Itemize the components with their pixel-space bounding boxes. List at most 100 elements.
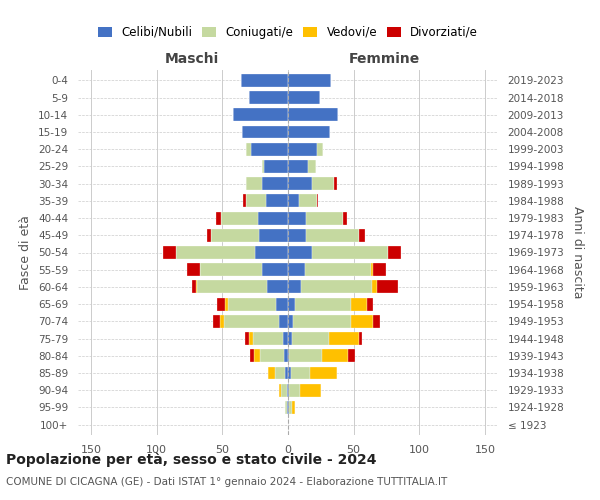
Bar <box>241 74 288 87</box>
Text: Popolazione per età, sesso e stato civile - 2024: Popolazione per età, sesso e stato civil… <box>6 452 377 467</box>
Bar <box>373 315 380 328</box>
Bar <box>289 401 292 414</box>
Bar <box>305 264 371 276</box>
Bar <box>292 332 329 345</box>
Bar <box>317 142 323 156</box>
Bar <box>290 366 310 380</box>
Bar <box>211 229 259 241</box>
Bar <box>301 280 372 293</box>
Bar <box>197 280 267 293</box>
Bar <box>308 160 316 173</box>
Bar <box>286 366 288 380</box>
Bar <box>259 229 288 241</box>
Bar <box>268 366 275 380</box>
Bar <box>163 246 176 259</box>
Bar <box>262 160 265 173</box>
Bar <box>288 177 311 190</box>
Bar <box>367 298 373 310</box>
Bar <box>334 177 337 190</box>
Bar <box>288 212 307 224</box>
Bar <box>288 229 307 241</box>
Bar <box>246 194 266 207</box>
Bar <box>288 315 293 328</box>
Bar <box>295 298 351 310</box>
Bar <box>196 280 197 293</box>
Bar <box>371 264 373 276</box>
Bar <box>288 160 308 173</box>
Text: Femmine: Femmine <box>349 52 420 66</box>
Bar <box>248 91 288 104</box>
Bar <box>262 177 288 190</box>
Bar <box>192 280 196 293</box>
Bar <box>217 298 225 310</box>
Bar <box>262 264 288 276</box>
Bar <box>288 74 331 87</box>
Bar <box>293 315 351 328</box>
Bar <box>288 350 289 362</box>
Bar <box>248 332 253 345</box>
Bar <box>213 315 220 328</box>
Bar <box>224 315 279 328</box>
Bar <box>276 298 288 310</box>
Bar <box>260 350 284 362</box>
Bar <box>359 332 361 345</box>
Bar <box>288 401 289 414</box>
Bar <box>279 384 281 396</box>
Bar <box>288 91 320 104</box>
Bar <box>289 384 300 396</box>
Text: Maschi: Maschi <box>164 52 218 66</box>
Bar <box>322 350 349 362</box>
Bar <box>251 142 288 156</box>
Bar <box>307 212 343 224</box>
Bar <box>255 246 288 259</box>
Legend: Celibi/Nubili, Coniugati/e, Vedovi/e, Divorziati/e: Celibi/Nubili, Coniugati/e, Vedovi/e, Di… <box>93 21 483 44</box>
Bar <box>288 194 299 207</box>
Bar <box>220 315 224 328</box>
Bar <box>373 264 386 276</box>
Bar <box>292 401 295 414</box>
Bar <box>275 366 286 380</box>
Bar <box>244 194 246 207</box>
Bar <box>343 212 347 224</box>
Bar <box>246 177 262 190</box>
Bar <box>233 108 288 121</box>
Bar <box>216 212 221 224</box>
Bar <box>187 264 200 276</box>
Bar <box>349 350 355 362</box>
Bar <box>288 142 317 156</box>
Bar <box>300 384 321 396</box>
Y-axis label: Fasce di età: Fasce di età <box>19 215 32 290</box>
Y-axis label: Anni di nascita: Anni di nascita <box>571 206 584 298</box>
Bar <box>351 315 373 328</box>
Bar <box>227 298 276 310</box>
Bar <box>288 280 301 293</box>
Bar <box>206 229 211 241</box>
Bar <box>225 298 227 310</box>
Bar <box>258 212 288 224</box>
Bar <box>245 332 248 345</box>
Bar <box>377 280 398 293</box>
Bar <box>310 366 337 380</box>
Bar <box>288 264 305 276</box>
Bar <box>372 280 377 293</box>
Bar <box>288 366 290 380</box>
Bar <box>288 384 289 396</box>
Bar <box>329 332 359 345</box>
Bar <box>242 126 288 138</box>
Bar <box>250 350 254 362</box>
Bar <box>281 384 287 396</box>
Bar <box>267 280 288 293</box>
Bar <box>351 298 367 310</box>
Bar <box>286 401 287 414</box>
Bar <box>200 264 262 276</box>
Bar <box>284 350 288 362</box>
Bar <box>288 126 330 138</box>
Bar <box>317 194 318 207</box>
Bar <box>288 246 311 259</box>
Bar <box>287 384 288 396</box>
Bar <box>221 212 258 224</box>
Bar <box>388 246 401 259</box>
Bar <box>287 401 288 414</box>
Bar <box>311 246 388 259</box>
Bar <box>359 229 365 241</box>
